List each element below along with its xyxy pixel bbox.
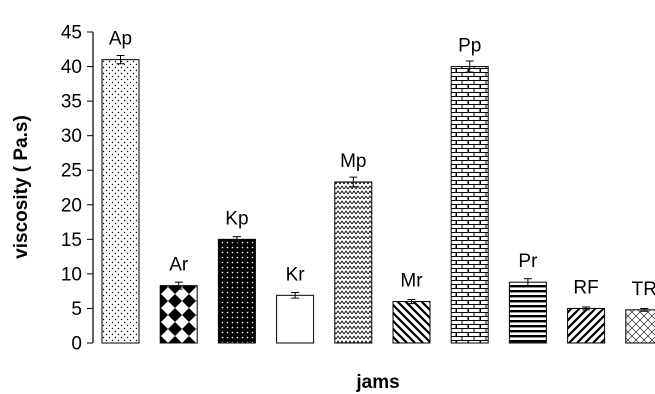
bar-label-pr: Pr	[518, 251, 538, 272]
bar-label-ap: Ap	[109, 29, 132, 50]
error-bar-ar	[174, 281, 183, 290]
y-tick-label: 0	[71, 334, 82, 355]
bar-label-tr: TR	[632, 279, 655, 300]
bar-kr	[276, 294, 315, 344]
y-tick-label: 5	[71, 299, 82, 320]
y-tick-label: 10	[61, 264, 82, 285]
bar-rf	[567, 307, 606, 344]
error-bar-rf	[582, 306, 591, 311]
y-tick-label: 40	[61, 57, 82, 78]
bar-labels: Ap Ar Kp Kr Mp Mr Pp Pr RF TR	[109, 29, 655, 300]
bar-label-mr: Mr	[400, 271, 423, 292]
error-bar-kp	[232, 236, 241, 243]
bar-label-pp: Pp	[458, 36, 481, 57]
error-bar-ap	[116, 54, 125, 65]
bar-tr	[625, 309, 655, 344]
y-tick-label: 45	[61, 23, 82, 44]
y-tick-label: 25	[61, 161, 82, 182]
bar-kp	[217, 238, 256, 344]
bar-pp	[450, 66, 489, 344]
bar-label-mp: Mp	[340, 151, 366, 172]
error-bar-pp	[465, 60, 474, 73]
bar-mr	[392, 301, 431, 344]
y-axis-ticks: 0 5 10 15 20 25 30 35 40 45	[61, 23, 93, 355]
bar-label-kp: Kp	[225, 208, 248, 229]
bar-ap	[101, 59, 140, 344]
bar-ar	[159, 285, 198, 344]
y-axis-title: viscosity ( Pa.s)	[11, 115, 32, 259]
bar-mp	[334, 181, 373, 344]
y-tick-label: 20	[61, 195, 82, 216]
bar-pr	[508, 281, 547, 344]
y-tick-label: 35	[61, 92, 82, 113]
bars	[101, 54, 655, 344]
y-tick-label: 30	[61, 126, 82, 147]
bar-label-kr: Kr	[286, 264, 306, 285]
error-bar-mp	[349, 176, 358, 188]
error-bar-tr	[640, 307, 649, 312]
bar-label-ar: Ar	[169, 255, 189, 276]
error-bar-pr	[523, 278, 532, 287]
y-tick-label: 15	[61, 230, 82, 251]
error-bar-mr	[407, 298, 416, 305]
bar-label-rf: RF	[573, 277, 598, 298]
error-bar-kr	[291, 292, 300, 299]
x-axis-title: jams	[355, 372, 399, 393]
